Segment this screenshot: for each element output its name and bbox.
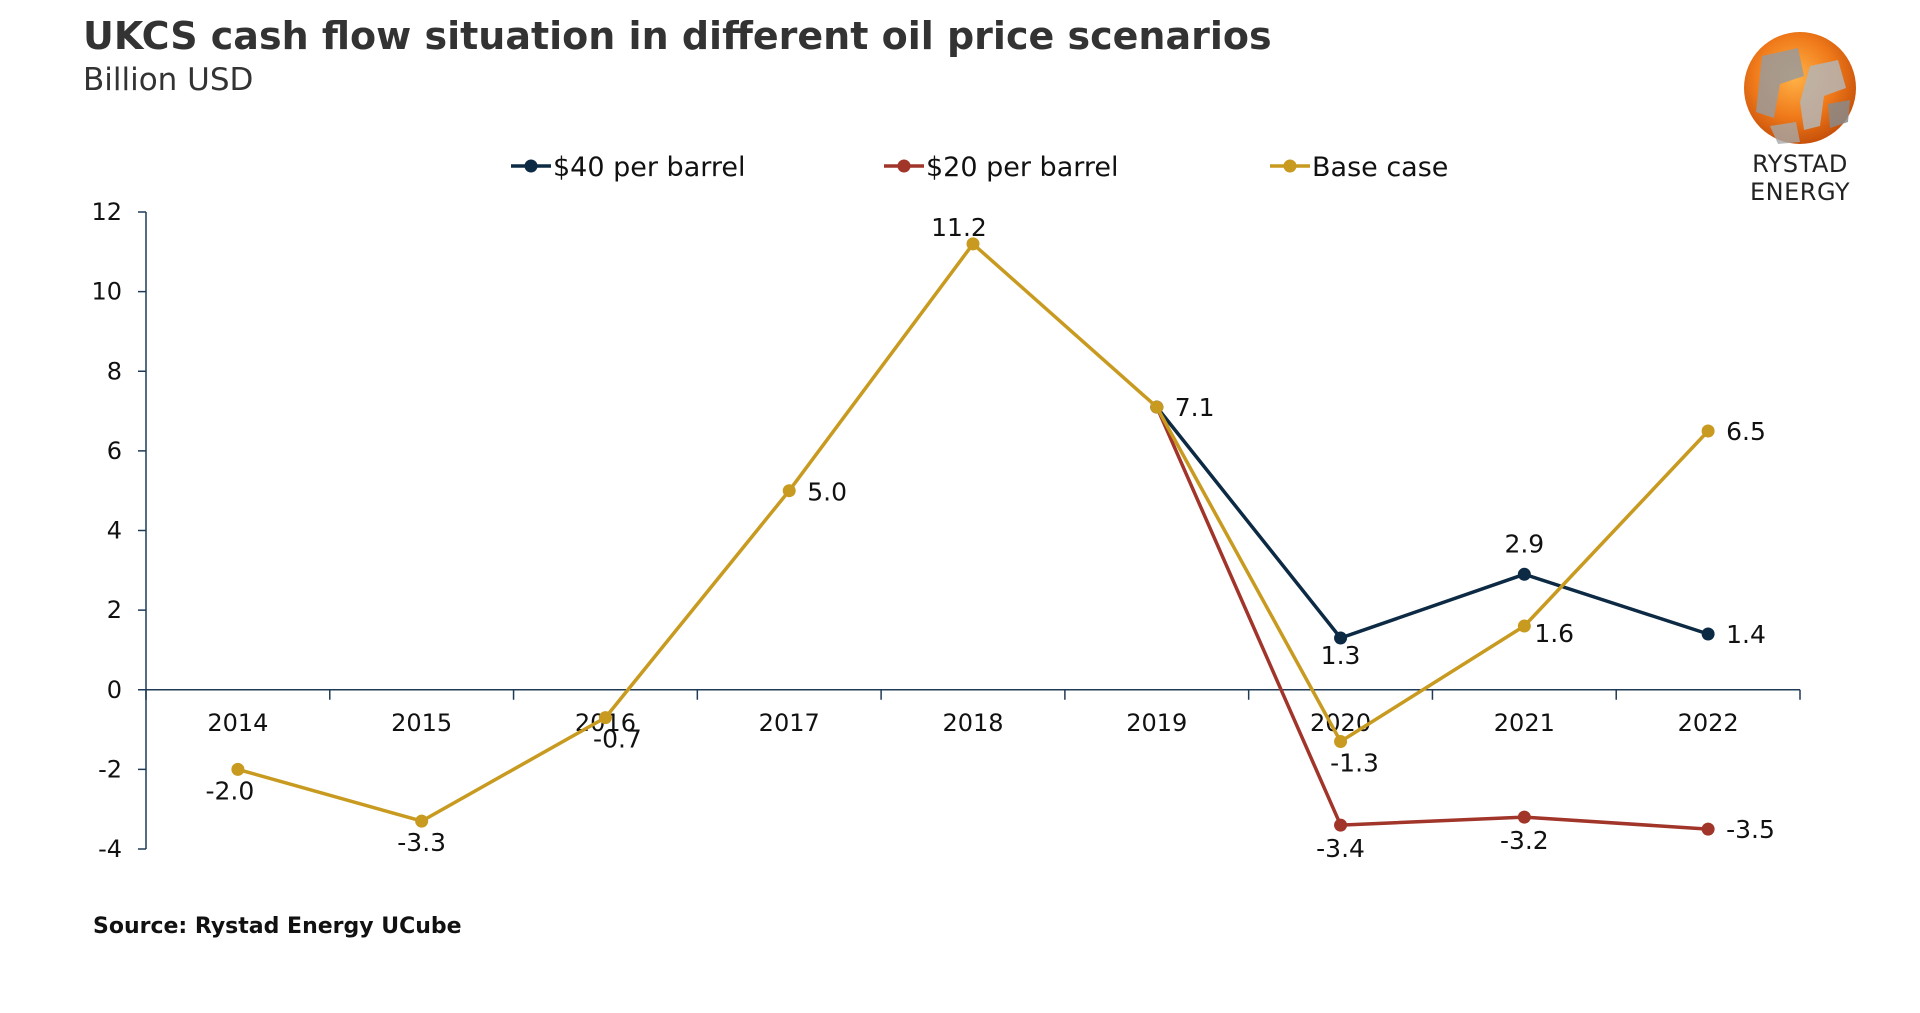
data-point (1334, 818, 1348, 832)
legend-label: $40 per barrel (553, 152, 745, 183)
data-label: -1.3 (1330, 749, 1379, 778)
data-label: -3.2 (1500, 826, 1549, 855)
data-point (1701, 627, 1715, 641)
data-label: 1.3 (1321, 641, 1361, 670)
data-label: 5.0 (807, 478, 847, 507)
data-point (1517, 619, 1531, 633)
series-line-1 (1155, 406, 1709, 831)
y-tick-label: 4 (107, 517, 122, 545)
y-tick-label: 12 (91, 198, 122, 226)
x-tick-label: 2019 (1126, 709, 1187, 737)
legend-marker (524, 159, 538, 173)
x-tick-label: 2015 (391, 709, 452, 737)
data-point (966, 237, 980, 251)
legend-marker (897, 159, 911, 173)
data-point (598, 711, 612, 725)
y-tick-label: 8 (107, 357, 122, 385)
data-label: -0.7 (593, 725, 642, 754)
data-point (415, 814, 429, 828)
source-note: Source: Rystad Energy UCube (93, 914, 462, 939)
y-tick-label: 0 (107, 676, 122, 704)
y-tick-label: 10 (91, 278, 122, 306)
data-label: -2.0 (205, 776, 254, 805)
data-label: -3.3 (397, 828, 446, 857)
x-tick-label: 2017 (759, 709, 820, 737)
legend-marker (1283, 159, 1297, 173)
y-tick-label: -2 (98, 755, 122, 783)
data-point (1701, 822, 1715, 836)
x-tick-label: 2018 (942, 709, 1003, 737)
data-point (1334, 735, 1348, 749)
series-line-0 (1155, 406, 1709, 640)
logo-text: RYSTAD ENERGY (1749, 150, 1851, 206)
data-label: 1.6 (1534, 619, 1574, 648)
y-tick-label: -4 (98, 835, 122, 863)
y-tick-label: 6 (107, 437, 122, 465)
legend-label: $20 per barrel (926, 152, 1118, 183)
chart-title: UKCS cash flow situation in different oi… (83, 14, 1272, 58)
data-point (782, 484, 796, 498)
x-tick-label: 2021 (1494, 709, 1555, 737)
x-tick-label: 2022 (1678, 709, 1739, 737)
data-point (1701, 424, 1715, 438)
data-point (1517, 810, 1531, 824)
data-point (1334, 631, 1348, 645)
data-point (1150, 400, 1164, 414)
rystad-logo-icon (1744, 32, 1856, 144)
data-label: 2.9 (1504, 529, 1544, 558)
data-point (231, 762, 245, 776)
data-label: 11.2 (931, 213, 987, 242)
y-tick-label: 2 (107, 596, 122, 624)
chart-subtitle: Billion USD (83, 62, 254, 98)
x-tick-label: 2014 (207, 709, 268, 737)
x-tick-label: 2020 (1310, 709, 1371, 737)
data-label: -3.5 (1726, 815, 1775, 844)
data-point (1517, 567, 1531, 581)
data-label: -3.4 (1316, 834, 1365, 863)
data-label: 1.4 (1726, 620, 1766, 649)
data-label: 6.5 (1726, 417, 1766, 446)
legend-label: Base case (1312, 152, 1448, 183)
data-label: 7.1 (1175, 393, 1215, 422)
